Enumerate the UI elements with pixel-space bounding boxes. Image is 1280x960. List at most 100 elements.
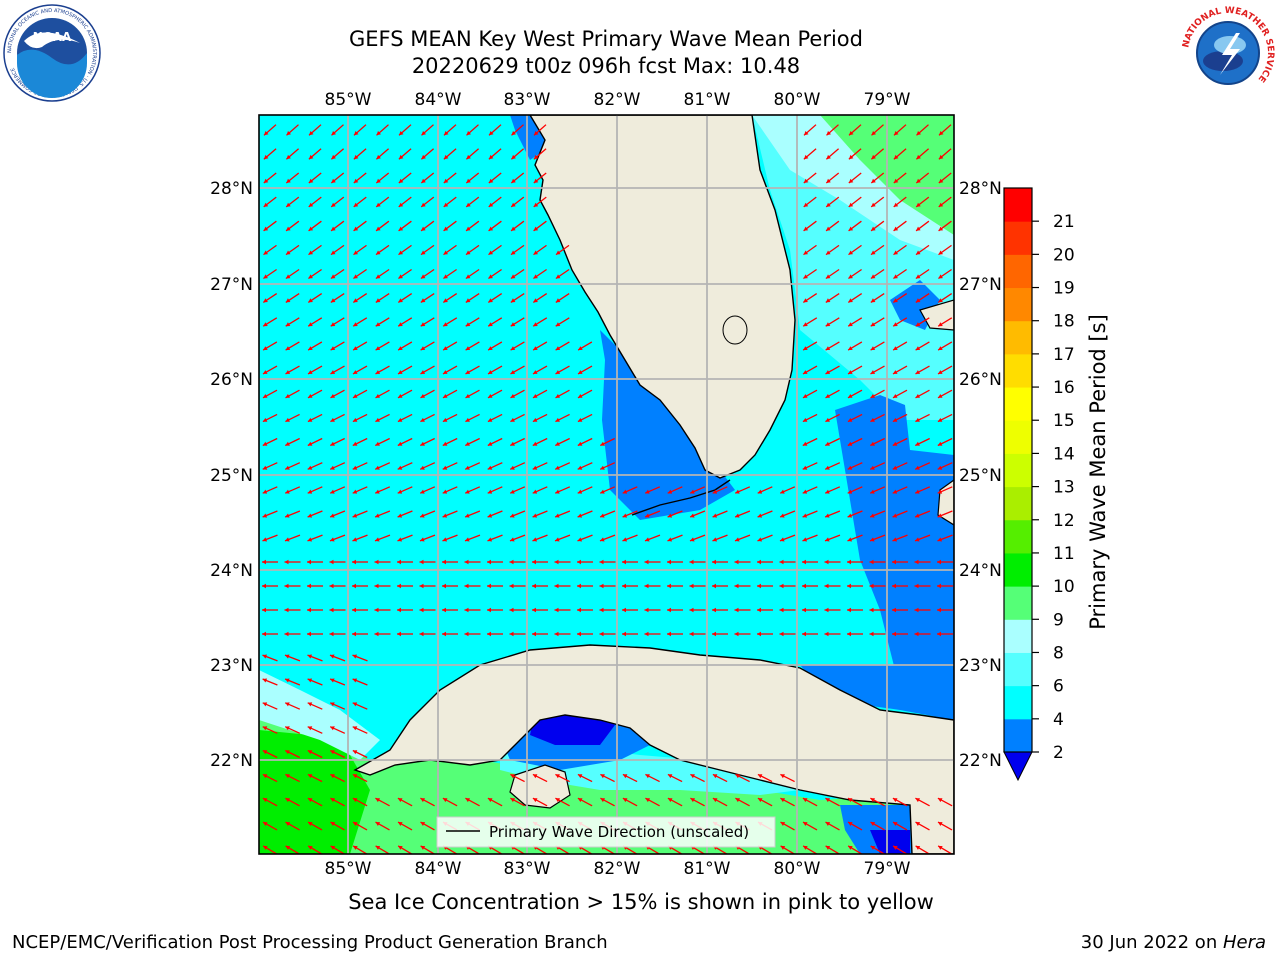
wave-arrow-head <box>735 489 740 494</box>
wave-arrow-head <box>893 394 898 398</box>
lon-label-bottom: 83°W <box>504 859 551 879</box>
wave-arrow-head <box>375 798 380 803</box>
wave-arrow-head <box>308 226 314 231</box>
wave-arrow-head <box>509 583 514 589</box>
wave-arrow-head <box>285 394 290 398</box>
wave-arrow-head <box>893 322 898 327</box>
wave-arrow-head <box>353 226 359 231</box>
wave-arrow-head <box>533 178 539 183</box>
wave-arrow-head <box>893 346 898 351</box>
wave-arrow-head <box>914 583 919 589</box>
wave-arrow-head <box>487 465 493 470</box>
wave-arrow-head <box>533 298 538 303</box>
lon-label-top: 85°W <box>325 90 372 110</box>
wave-arrow-head <box>893 298 898 303</box>
wave-arrow-head <box>554 583 559 589</box>
wave-arrow-head <box>644 607 649 613</box>
wave-arrow-head <box>330 346 336 351</box>
wave-arrow-head <box>464 607 469 613</box>
wave-arrow-head <box>285 750 290 755</box>
wave-arrow-head <box>419 607 424 613</box>
wave-arrow-head <box>442 489 448 494</box>
wave-arrow-head <box>870 394 875 398</box>
wave-arrow-head <box>308 370 313 374</box>
wave-arrow-head <box>802 441 808 446</box>
wave-arrow-head <box>847 489 853 494</box>
wave-arrow-head <box>330 678 335 683</box>
wave-arrow-head <box>330 322 336 327</box>
wave-arrow-head <box>307 583 311 589</box>
wave-arrow-head <box>734 631 739 637</box>
wave-arrow-head <box>420 298 426 303</box>
wave-arrow-head <box>420 322 426 327</box>
wave-arrow-head <box>419 631 424 637</box>
wave-arrow-head <box>262 702 268 707</box>
wave-arrow-head <box>870 465 875 470</box>
lat-label-right: 24°N <box>959 561 1002 581</box>
wave-arrow-head <box>533 346 538 351</box>
wave-arrow-head <box>892 513 898 518</box>
wave-arrow-head <box>307 559 311 565</box>
wave-arrow-head <box>802 607 806 613</box>
wave-arrow-head <box>262 583 266 589</box>
wave-arrow-head <box>263 822 268 826</box>
lon-label-bottom: 79°W <box>864 859 911 879</box>
wave-arrow-head <box>262 678 268 683</box>
wave-arrow-head <box>914 607 919 613</box>
lon-labels-top: 85°W 84°W 83°W 82°W 81°W 80°W 79°W <box>325 90 911 110</box>
wave-arrow-head <box>330 726 335 731</box>
wave-arrow-head <box>712 607 716 613</box>
map-frame <box>258 114 955 855</box>
wave-arrow-head <box>802 465 808 470</box>
wave-arrow-head <box>780 774 785 779</box>
wave-arrow-head <box>307 654 312 659</box>
wave-arrow-head <box>870 346 876 351</box>
noaa-logo-text: NOAA <box>33 30 72 44</box>
lon-label-top: 79°W <box>864 90 911 110</box>
wave-arrow-head <box>262 607 266 613</box>
wave-arrow-head <box>734 583 739 589</box>
lat-label-right: 26°N <box>959 370 1002 390</box>
wave-arrow-head <box>511 250 516 255</box>
wave-arrow-head <box>757 537 763 542</box>
wave-arrow-head <box>870 298 876 303</box>
wave-arrow-head <box>285 298 291 303</box>
wave-arrow-head <box>376 250 381 255</box>
wave-arrow-head <box>488 226 494 231</box>
lat-labels-left: 28°N 27°N 26°N 25°N 24°N 23°N 22°N <box>210 179 253 771</box>
wave-arrow-head <box>510 394 515 398</box>
wave-arrow-head <box>442 513 448 518</box>
wave-arrow-head <box>442 465 448 470</box>
wave-arrow-head <box>892 537 898 542</box>
wave-arrow-head <box>645 513 650 518</box>
wave-arrow-head <box>262 798 268 803</box>
wave-arrow-head <box>825 370 831 374</box>
wave-arrow-head <box>938 394 943 398</box>
wave-arrow-head <box>420 274 426 279</box>
wave-arrow-head <box>555 346 561 351</box>
wave-arrow-head <box>331 226 336 231</box>
colorbar-tick-label: 18 <box>1053 312 1075 332</box>
wave-arrow-head <box>420 822 426 826</box>
wave-arrow-head <box>397 583 401 589</box>
wave-arrow-head <box>308 394 313 398</box>
wave-arrow-head <box>443 202 449 207</box>
wave-arrow-head <box>825 537 830 542</box>
lat-labels-right: 28°N 27°N 26°N 25°N 24°N 23°N 22°N <box>959 179 1002 771</box>
wave-arrow-head <box>488 346 493 351</box>
wave-arrow-head <box>667 607 671 613</box>
wave-arrow-head <box>780 845 786 850</box>
wave-arrow-head <box>443 370 448 374</box>
wave-arrow-head <box>354 131 359 136</box>
wave-arrow-head <box>465 798 470 803</box>
wave-arrow-head <box>915 513 920 518</box>
colorbar-segment <box>1004 718 1032 753</box>
wave-arrow-head <box>285 798 290 803</box>
lon-label-bottom: 80°W <box>774 859 821 879</box>
wave-arrow-head <box>420 537 425 542</box>
wave-arrow-head <box>803 394 808 398</box>
wave-arrow-head <box>848 226 854 231</box>
wave-arrow-head <box>938 250 943 255</box>
lat-label-right: 22°N <box>959 751 1002 771</box>
wave-arrow-head <box>465 298 471 303</box>
